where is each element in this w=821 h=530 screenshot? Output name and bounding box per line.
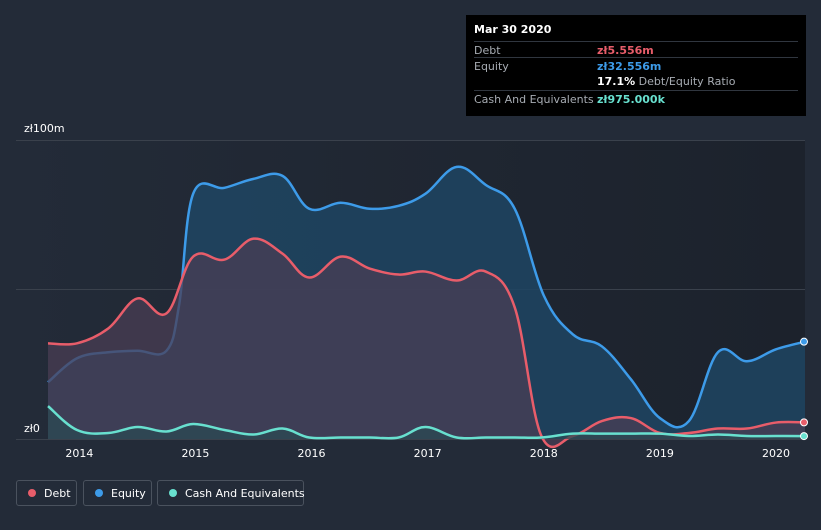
tooltip-row-equity: Equity zł32.556m: [474, 57, 798, 74]
legend-label-cash: Cash And Equivalents: [185, 487, 305, 500]
tooltip-cash-value: zł975.000k: [597, 93, 665, 106]
tooltip-ratio-label: Debt/Equity Ratio: [638, 75, 736, 88]
tooltip-cash-label: Cash And Equivalents: [474, 93, 594, 106]
end-marker-equity[interactable]: [800, 337, 808, 346]
x-tick-2017: 2017: [414, 447, 442, 460]
x-tick-2019: 2019: [646, 447, 674, 460]
legend-item-equity[interactable]: Equity: [83, 480, 152, 506]
legend-dot-cash: [169, 489, 177, 497]
end-marker-cash[interactable]: [800, 432, 808, 441]
legend-label-equity: Equity: [111, 487, 146, 500]
tooltip-debt-label: Debt: [474, 44, 501, 57]
area-debt: [48, 238, 805, 447]
tooltip-row-debt: Debt zł5.556m: [474, 41, 798, 58]
x-tick-2016: 2016: [298, 447, 326, 460]
line-cash: [47, 405, 806, 440]
x-tick-2014: 2014: [65, 447, 93, 460]
y-unit-label-bottom: zł0: [24, 422, 40, 435]
series-layer: [47, 165, 808, 449]
x-tick-2018: 2018: [530, 447, 558, 460]
tooltip-date: Mar 30 2020: [474, 23, 552, 36]
tooltip-row-cash: Cash And Equivalents zł975.000k: [474, 90, 798, 107]
x-tick-2020: 2020: [762, 447, 790, 460]
tooltip-equity-value: zł32.556m: [597, 60, 662, 73]
tooltip-ratio-value: 17.1%: [597, 75, 636, 88]
legend-dot-equity: [95, 489, 103, 497]
legend-item-debt[interactable]: Debt: [16, 480, 77, 506]
legend-dot-debt: [28, 489, 36, 497]
end-marker-debt[interactable]: [800, 418, 808, 427]
x-axis-ticks: 2014 2015 2016 2017 2018 2019 2020: [65, 447, 790, 460]
tooltip-equity-label: Equity: [474, 60, 509, 73]
legend-item-cash[interactable]: Cash And Equivalents: [157, 480, 305, 506]
tooltip-row-ratio: 17.1% Debt/Equity Ratio: [474, 73, 798, 89]
tooltip-debt-value: zł5.556m: [597, 44, 654, 57]
data-tooltip: Mar 30 2020 Debt zł5.556m Equity zł32.55…: [466, 15, 806, 116]
tooltip-ratio: 17.1% Debt/Equity Ratio: [597, 75, 735, 88]
y-unit-label-top: zł100m: [24, 122, 65, 135]
x-tick-2015: 2015: [181, 447, 209, 460]
legend-label-debt: Debt: [44, 487, 71, 500]
